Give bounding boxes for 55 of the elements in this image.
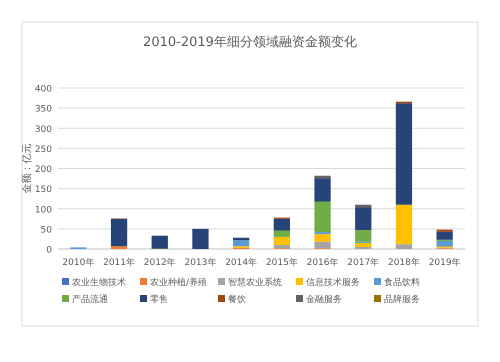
y-tick-label: 150 [34, 185, 52, 196]
bar [314, 242, 331, 248]
legend-label: 产品流通 [72, 294, 108, 305]
y-tick-label: 200 [34, 165, 52, 175]
y-axis-title: 金额：亿元 [21, 144, 33, 194]
bar [355, 242, 372, 247]
y-tick-label: 50 [40, 225, 52, 236]
bar [355, 208, 372, 230]
legend-label: 农业种植/养殖 [150, 277, 208, 288]
legend-label: 信息技术服务 [306, 277, 360, 288]
bar [110, 246, 128, 249]
bar [274, 236, 290, 245]
bar [355, 204, 372, 208]
x-tick-label: 2018年 [388, 257, 420, 268]
y-tick-label: 300 [34, 124, 52, 135]
bar [355, 230, 372, 242]
bar [274, 218, 290, 230]
x-tick-label: 2015年 [266, 257, 298, 268]
bar [314, 202, 331, 232]
legend-label: 餐饮 [228, 294, 246, 305]
y-tick-label: 0 [46, 246, 52, 256]
bar [233, 238, 250, 240]
x-tick-label: 2013年 [184, 257, 216, 268]
bar [233, 240, 250, 246]
bar [192, 228, 209, 249]
bar [314, 176, 331, 179]
bar [314, 178, 331, 202]
y-tick-label: 400 [34, 84, 52, 94]
y-tick-label: 250 [34, 144, 52, 155]
bar [152, 236, 168, 249]
chart-title: 2010-2019年细分领域融资金额变化 [143, 35, 357, 50]
y-tick-label: 350 [34, 104, 52, 115]
x-tick-label: 2011年 [103, 257, 136, 268]
bar [274, 244, 290, 248]
bar [274, 230, 290, 237]
x-tick-label: 2012年 [144, 257, 176, 268]
y-tick-label: 100 [34, 205, 52, 216]
bar [396, 244, 412, 249]
legend-label: 农业生物技术 [72, 277, 126, 288]
legend-label: 智慧农业系统 [228, 277, 282, 288]
x-tick-label: 2016年 [306, 257, 339, 268]
x-tick-label: 2014年 [225, 257, 258, 268]
bar [436, 232, 453, 240]
bar [314, 234, 331, 242]
legend-label: 金融服务 [306, 294, 342, 305]
bar [110, 218, 128, 246]
legend-label: 零售 [150, 294, 168, 305]
bar [396, 204, 412, 244]
x-tick-label: 2017年 [347, 257, 380, 268]
legend-label: 食品饮料 [384, 277, 420, 288]
x-tick-label: 2019年 [428, 257, 461, 268]
bar [436, 240, 453, 247]
bar [396, 103, 412, 205]
x-tick-label: 2010年 [62, 257, 94, 268]
legend-label: 品牌服务 [384, 294, 420, 305]
